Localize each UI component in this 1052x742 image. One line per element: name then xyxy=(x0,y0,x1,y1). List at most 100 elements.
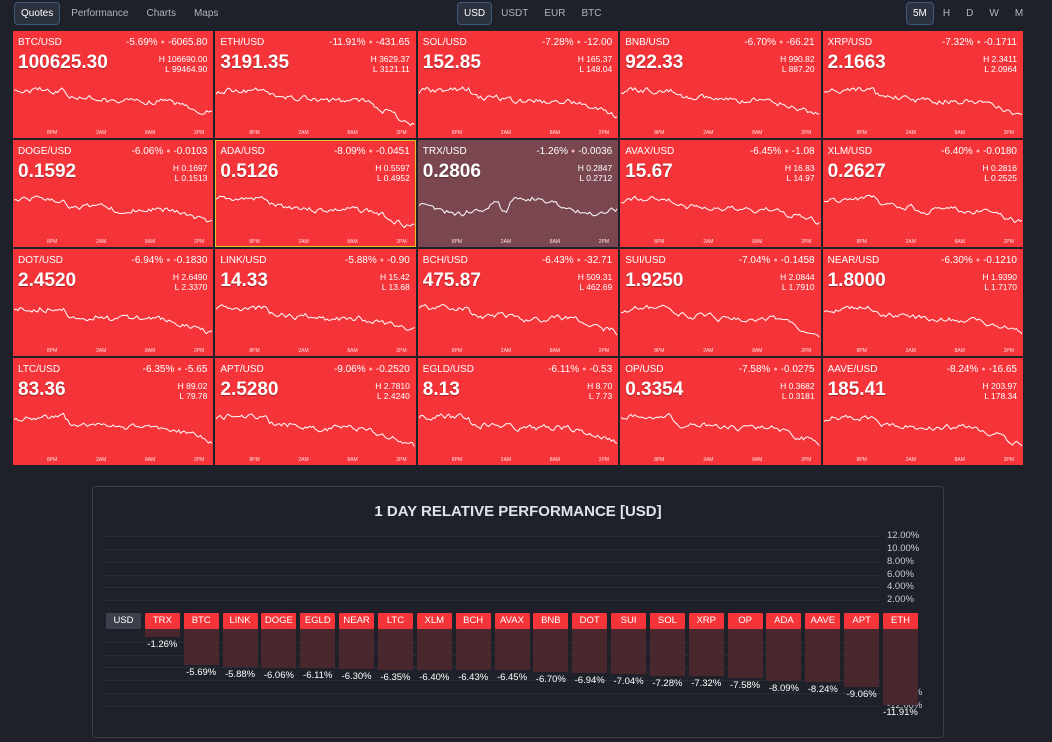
time-label: 8PM xyxy=(451,130,463,136)
bar-category-label[interactable]: LTC xyxy=(377,613,413,629)
quote-tile[interactable]: AAVE/USD -8.24% ● -16.65 185.41 H 203.97 L … xyxy=(822,358,1023,465)
time-label: 8PM xyxy=(654,239,665,245)
quote-tile[interactable]: LTC/USD -6.35% ● -5.65 83.36 H 89.02 L 79.7… xyxy=(13,358,214,465)
tile-abs-change: -0.53 xyxy=(589,364,613,375)
sparkline-path xyxy=(14,306,213,335)
time-label: 8AM xyxy=(145,130,156,136)
tab-quotes[interactable]: Quotes xyxy=(14,2,61,25)
quote-tile[interactable]: BTC/USD -5.69% ● -6065.80 100625.30 H 1066… xyxy=(13,31,214,138)
bar-category-label[interactable]: BNB xyxy=(533,613,569,629)
quote-tile[interactable]: AVAX/USD -6.45% ● -1.08 15.67 H 16.83 L 14.… xyxy=(620,140,821,247)
tile-pair: AVAX/USD xyxy=(625,146,675,157)
sparkline xyxy=(216,304,415,331)
tile-abs-change: -66.21 xyxy=(786,37,815,48)
tile-change: -6.06% ● -0.0103 xyxy=(132,146,208,157)
bar-category-label[interactable]: ADA xyxy=(766,613,802,629)
tile-pair: BCH/USD xyxy=(422,255,468,266)
tile-pct: -5.88% xyxy=(345,255,377,266)
quote-tile[interactable]: ADA/USD -8.09% ● -0.0451 0.5126 H 0.5597 L … xyxy=(215,140,416,247)
bar-category-label[interactable]: OP xyxy=(727,613,763,629)
quote-tile[interactable]: LINK/USD -5.88% ● -0.90 14.33 H 15.42 L 13.… xyxy=(215,249,416,356)
quote-tile[interactable]: XLM/USD -6.40% ● -0.0180 0.2627 H 0.2816 L … xyxy=(822,140,1023,247)
tile-low-value: 2.0964 xyxy=(990,64,1017,74)
separator-dot-icon: ● xyxy=(368,38,373,46)
currency-eur[interactable]: EUR xyxy=(544,8,566,19)
performance-bar xyxy=(183,629,219,666)
quote-tile[interactable]: APT/USD -9.06% ● -0.2520 2.5280 H 2.7810 L … xyxy=(215,358,416,465)
bar-category-label[interactable]: ETH xyxy=(883,613,918,629)
time-label: 2AM xyxy=(298,130,309,136)
time-label: 2AM xyxy=(96,239,107,245)
bar-category-label[interactable]: APT xyxy=(844,613,880,629)
tab-charts[interactable]: Charts xyxy=(146,8,176,19)
tile-pair: SUI/USD xyxy=(625,255,666,266)
bar-category-label[interactable]: XRP xyxy=(688,613,724,629)
bar-category-label[interactable]: SOL xyxy=(649,613,685,629)
bar-category-label[interactable]: SUI xyxy=(611,613,647,629)
bar-value-label: -8.09% xyxy=(768,682,799,694)
tile-low: L 2.3370 xyxy=(174,282,208,292)
bar-category-label[interactable]: BCH xyxy=(455,613,491,629)
sparkline xyxy=(823,305,1022,335)
bar-category-label[interactable]: XLM xyxy=(416,613,452,629)
quote-tile[interactable]: SUI/USD -7.04% ● -0.1458 1.9250 H 2.0844 L … xyxy=(620,249,821,356)
tab-performance[interactable]: Performance xyxy=(71,8,129,19)
timeframe-m[interactable]: M xyxy=(1014,8,1024,19)
quote-tile[interactable]: ETH/USD -11.91% ● -431.65 3191.35 H 3629.3… xyxy=(215,31,416,138)
tile-pair: ADA/USD xyxy=(220,146,265,157)
timeframe-5m[interactable]: 5M xyxy=(906,2,934,25)
tile-high: H 0.1697 xyxy=(172,163,208,173)
bar-category-label[interactable]: TRX xyxy=(144,613,180,629)
tile-high: H 2.0844 xyxy=(780,272,815,282)
bar-category-label[interactable]: DOGE xyxy=(261,613,297,629)
currency-usd[interactable]: USD xyxy=(457,2,493,25)
tile-change: -6.40% ● -0.0180 xyxy=(941,146,1017,157)
time-label: 8AM xyxy=(347,457,358,463)
time-label: 2AM xyxy=(500,457,512,463)
separator-dot-icon: ● xyxy=(981,365,986,373)
bar-category-label[interactable]: EGLD xyxy=(300,613,336,629)
bar-category-label[interactable]: BTC xyxy=(183,613,219,629)
quote-tile[interactable]: XRP/USD -7.32% ● -0.1711 2.1663 H 2.3411 L … xyxy=(822,31,1023,138)
time-label: 2AM xyxy=(96,130,107,136)
quote-tile[interactable]: DOGE/USD -6.06% ● -0.0103 0.1592 H 0.1697 L… xyxy=(13,140,214,247)
gridline xyxy=(105,680,880,682)
tile-high: H 0.5597 xyxy=(375,163,410,173)
tile-pct: -6.70% xyxy=(744,37,776,48)
quote-tile[interactable]: NEAR/USD -6.30% ● -0.1210 1.8000 H 1.9390 L… xyxy=(822,249,1023,356)
tile-price: 100625.30 xyxy=(18,52,108,73)
quote-tile[interactable]: DOT/USD -6.94% ● -0.1830 2.4520 H 2.6490 L … xyxy=(13,249,214,356)
sparkline-path xyxy=(418,303,618,336)
tab-maps[interactable]: Maps xyxy=(193,8,219,19)
quote-tile[interactable]: TRX/USD -1.26% ● -0.0036 0.2806 H 0.2847 L … xyxy=(417,140,619,247)
quote-tile[interactable]: OP/USD -7.58% ● -0.0275 0.3354 H 0.3682 L 0… xyxy=(620,358,821,465)
currency-btc[interactable]: BTC xyxy=(581,8,602,19)
tile-abs-change: -0.0451 xyxy=(375,146,410,157)
tile-high-low: H 2.3411 L 2.0964 xyxy=(983,54,1017,74)
quote-tile[interactable]: SOL/USD -7.28% ● -12.00 152.85 H 165.37 L 1… xyxy=(417,31,619,138)
timeframe-d[interactable]: D xyxy=(966,8,974,19)
time-label: 8PM xyxy=(451,239,463,245)
bar-category-label[interactable]: LINK xyxy=(222,613,258,629)
tile-low-value: 7.73 xyxy=(595,391,613,401)
bar-category-label[interactable]: AAVE xyxy=(805,613,841,629)
sparkline xyxy=(418,196,618,217)
quote-tile[interactable]: BNB/USD -6.70% ● -66.21 922.33 H 990.82 L 8… xyxy=(620,31,821,138)
bar-category-label[interactable]: DOT xyxy=(572,613,608,629)
time-label: 2AM xyxy=(905,239,916,245)
time-label: 8AM xyxy=(954,130,965,136)
tile-change: -6.43% ● -32.71 xyxy=(542,255,612,266)
bar-category-label[interactable]: AVAX xyxy=(494,613,530,629)
tile-high: H 203.97 xyxy=(982,381,1017,391)
time-label: 2AM xyxy=(905,130,916,136)
quote-tile[interactable]: BCH/USD -6.43% ● -32.71 475.87 H 509.31 L 4… xyxy=(417,249,619,356)
separator-dot-icon: ● xyxy=(975,147,981,155)
tile-high: H 0.2816 xyxy=(982,163,1017,173)
timeframe-w[interactable]: W xyxy=(989,8,999,19)
tile-abs-change: -12.00 xyxy=(583,37,613,48)
currency-usdt[interactable]: USDT xyxy=(501,8,529,19)
tile-high-low: H 0.2847 L 0.2712 xyxy=(578,163,613,183)
timeframe-h[interactable]: H xyxy=(942,8,951,19)
quote-tile[interactable]: EGLD/USD -6.11% ● -0.53 8.13 H 8.70 L 7.73 … xyxy=(417,358,619,465)
bar-category-label[interactable]: NEAR xyxy=(339,613,375,629)
